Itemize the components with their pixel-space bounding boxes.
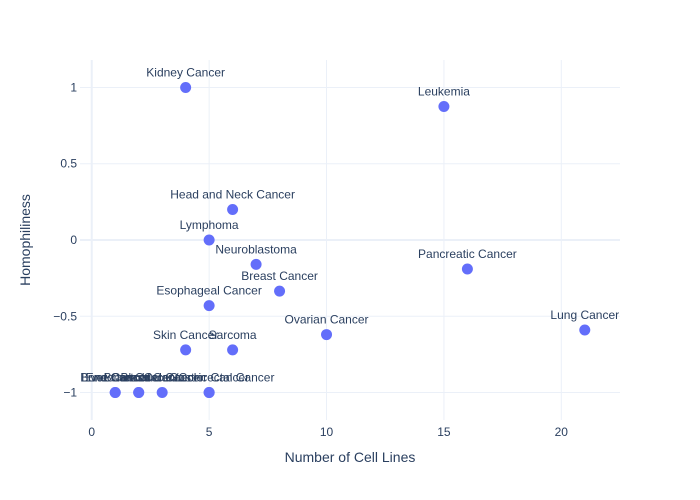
data-point[interactable]	[579, 324, 591, 336]
data-point[interactable]	[227, 203, 239, 215]
data-point[interactable]	[274, 285, 286, 297]
x-tick-label: 5	[206, 425, 213, 439]
point-label: Gastric Cancer	[169, 371, 249, 385]
data-point[interactable]	[180, 81, 192, 93]
x-axis-title: Number of Cell Lines	[285, 449, 416, 465]
data-point[interactable]	[321, 329, 333, 341]
point-label: Skin Cancer	[153, 328, 218, 342]
data-point[interactable]	[109, 387, 121, 399]
y-axis-title: Homophiliness	[17, 194, 33, 286]
x-tick-label: 20	[555, 425, 569, 439]
point-label: Breast Cancer	[241, 269, 318, 283]
data-point[interactable]	[156, 387, 168, 399]
x-tick-label: 10	[320, 425, 334, 439]
point-labels: Kidney Cancer Leukemia Head and Neck Cance…	[80, 65, 619, 384]
point-label: Head and Neck Cancer	[170, 187, 295, 201]
point-label: Esophageal Cancer	[156, 284, 261, 298]
data-point[interactable]	[203, 234, 215, 246]
point-label: Bladder Cancer	[120, 371, 203, 385]
point-label: Endometrial Cancer	[86, 371, 192, 385]
data-point[interactable]	[227, 344, 239, 356]
point-label: Brain Cancer	[104, 371, 174, 385]
point-label: Kidney Cancer	[146, 65, 225, 79]
data-points	[109, 81, 591, 399]
data-point[interactable]	[203, 387, 215, 399]
data-point[interactable]	[133, 387, 145, 399]
axis-ticks: 0 5 10 15 20 1 0.5 0 −0.5 −1	[53, 80, 568, 439]
point-label: Lymphoma	[180, 218, 239, 232]
x-tick-label: 15	[437, 425, 451, 439]
data-point[interactable]	[203, 300, 215, 312]
point-label: Neuroblastoma	[215, 242, 297, 256]
grid	[80, 60, 620, 420]
y-tick-label: −0.5	[53, 309, 77, 323]
y-tick-label: −1	[63, 386, 77, 400]
point-label: Colon/Colorectal Cancer	[144, 371, 275, 385]
x-tick-label: 0	[88, 425, 95, 439]
point-label: Liver Cancer	[81, 371, 149, 385]
data-point[interactable]	[438, 101, 450, 113]
y-tick-label: 0	[70, 233, 77, 247]
point-label: Leukemia	[418, 85, 470, 99]
data-point[interactable]	[250, 258, 262, 270]
y-tick-label: 1	[70, 80, 77, 94]
y-tick-label: 0.5	[60, 157, 77, 171]
data-point[interactable]	[461, 263, 473, 275]
point-label: Ovarian Cancer	[284, 313, 368, 327]
point-label: Sarcoma	[209, 328, 257, 342]
data-point[interactable]	[180, 344, 192, 356]
point-label: Pancreatic Cancer	[418, 247, 517, 261]
point-label: Bone Cancer	[80, 371, 150, 385]
point-label: Lung Cancer	[550, 308, 619, 322]
